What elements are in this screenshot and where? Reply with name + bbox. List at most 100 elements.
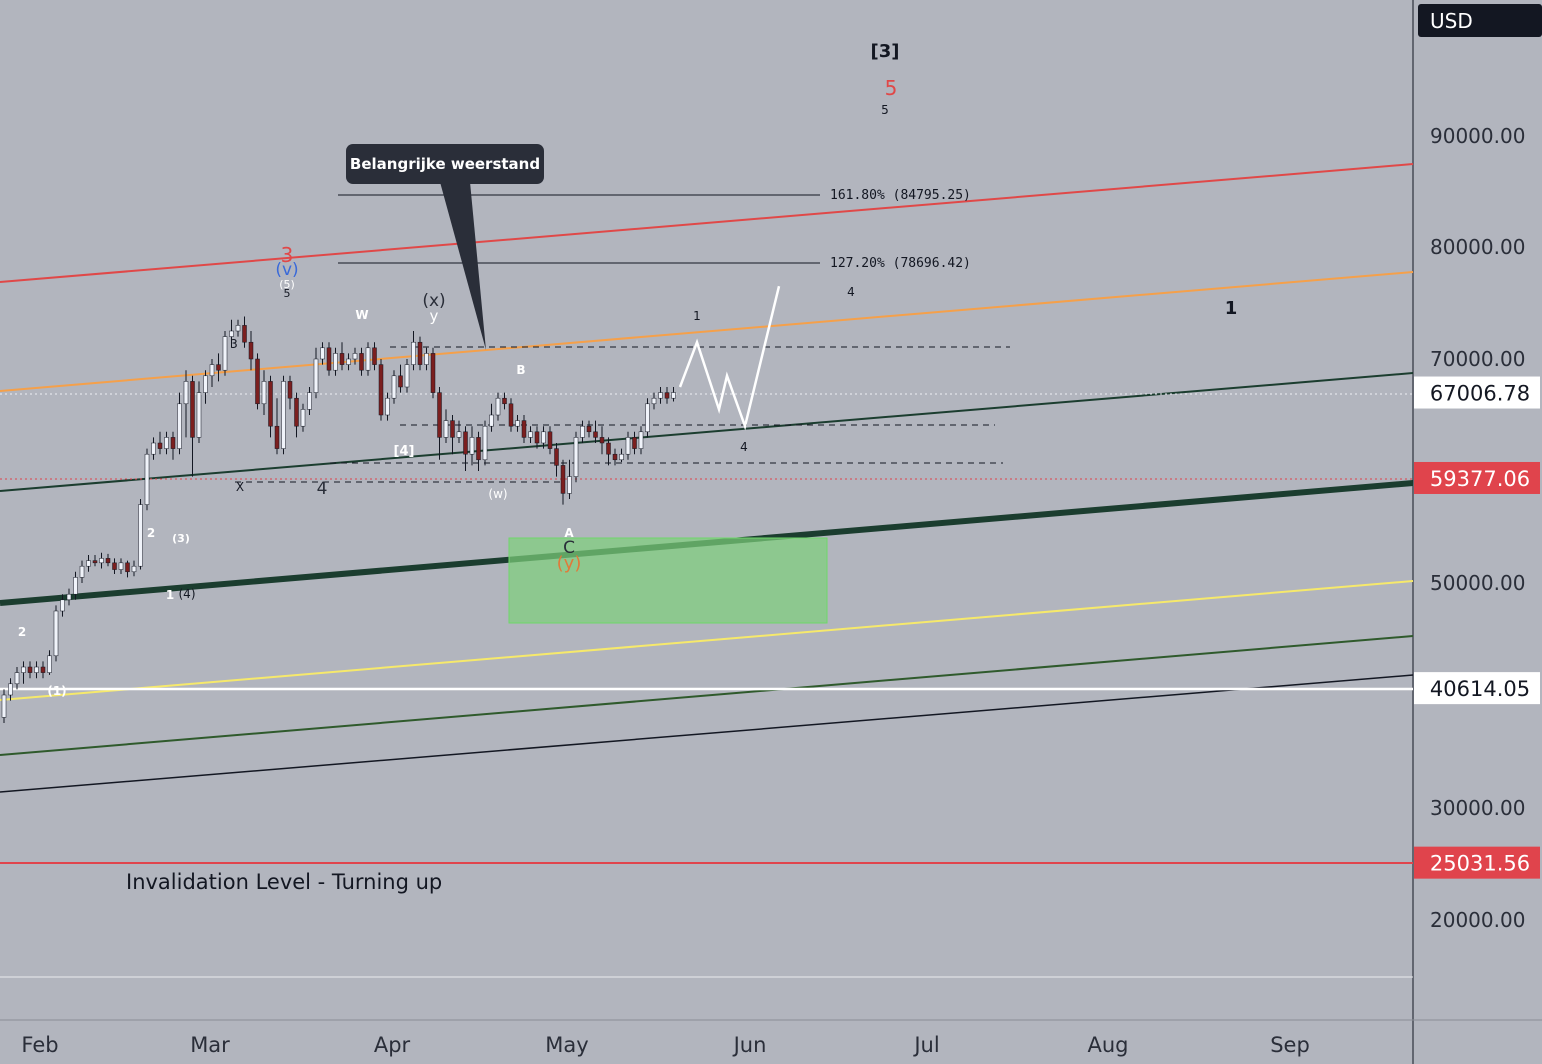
y-axis-ticks: 90000.00 80000.00 70000.00 50000.00 30000.00… <box>1430 124 1525 932</box>
price-badge[interactable] <box>1414 376 1540 409</box>
wave-label: 3 <box>230 337 238 351</box>
candle-body <box>105 558 111 564</box>
price-badge-label: 67006.78 <box>1430 382 1530 406</box>
candle-body <box>515 420 520 427</box>
price-badge-label: 40614.05 <box>1430 677 1530 701</box>
wave-label: W <box>355 308 368 322</box>
orange-channel-line <box>0 271 1414 392</box>
x-tick-label: Mar <box>190 1033 230 1057</box>
candle-body <box>287 381 293 399</box>
price-badge-label: 59377.06 <box>1430 467 1530 491</box>
y-tick-label: 30000.00 <box>1430 796 1525 820</box>
price-badge[interactable] <box>1414 846 1540 879</box>
candle-body <box>508 403 514 427</box>
candle-body <box>222 336 228 371</box>
candle-body <box>183 381 189 405</box>
price-badges: 67006.78 59377.06 40614.05 25031.56 <box>1414 376 1540 879</box>
candle-body <box>60 599 65 612</box>
callout-box[interactable] <box>346 144 544 184</box>
candle-body <box>21 666 26 673</box>
currency-badge[interactable] <box>1418 4 1542 37</box>
candle-body <box>333 353 338 371</box>
wave-label: (v) <box>275 260 298 280</box>
candle-body <box>404 364 410 388</box>
candle-body <box>151 442 156 455</box>
candle-body <box>170 437 176 449</box>
candle-body <box>177 403 182 449</box>
wave-label: 4 <box>317 479 328 499</box>
candle-body <box>47 655 52 673</box>
red-channel-line <box>0 163 1414 283</box>
candle-body <box>346 358 351 365</box>
wave-label: (3) <box>172 532 190 545</box>
candle-body <box>209 364 215 377</box>
x-tick-label: May <box>545 1033 588 1057</box>
candle-body <box>573 437 579 477</box>
candle-body <box>463 431 468 455</box>
wave-label: (x) <box>422 291 445 311</box>
candle-body <box>300 409 306 427</box>
wave-label: y <box>430 307 439 325</box>
candle-body <box>118 562 124 570</box>
wave-label: B <box>516 363 525 377</box>
wave-label: 3 <box>281 243 294 267</box>
candle-body <box>339 353 345 365</box>
x-axis-ticks: Feb Mar Apr May Jun Jul Aug Sep <box>21 1033 1309 1057</box>
candle-body <box>157 442 163 449</box>
candle-body <box>398 375 403 388</box>
candle-body <box>606 442 611 455</box>
candle-body <box>378 364 384 416</box>
candle-body <box>27 666 33 673</box>
callout-text: Belangrijke weerstand <box>349 155 541 173</box>
candle-body <box>645 403 650 433</box>
x-tick-label: Aug <box>1087 1033 1128 1057</box>
invalidation-label: Invalidation Level - Turning up <box>126 870 443 894</box>
candle-body <box>229 330 234 337</box>
candle-body <box>489 414 494 427</box>
yellow-channel-line <box>0 580 1414 701</box>
price-badge[interactable] <box>1414 672 1540 705</box>
candle-body <box>242 325 247 343</box>
x-tick-label: Jun <box>732 1033 767 1057</box>
candle-body <box>248 341 254 360</box>
candle-body <box>567 476 572 494</box>
wave-label: 1 <box>166 588 174 602</box>
candle-body <box>586 425 592 433</box>
candle-body <box>112 562 117 570</box>
price-badge-label: 25031.56 <box>1430 852 1530 876</box>
candle-body <box>294 397 299 427</box>
price-badge[interactable] <box>1414 461 1540 494</box>
wave-label: C <box>563 538 575 558</box>
wave-label: (1) <box>47 684 66 698</box>
candle-body <box>632 437 637 449</box>
x-tick-label: Feb <box>21 1033 58 1057</box>
candle-body <box>144 453 150 505</box>
fib-1272-label: 127.20% (78696.42) <box>830 256 971 271</box>
candle-body <box>417 341 423 365</box>
wave-label: 1 <box>693 309 701 323</box>
candle-body <box>313 358 319 393</box>
candle-body <box>307 392 312 410</box>
black-channel-line <box>0 674 1414 793</box>
candle-body <box>53 610 59 657</box>
candle-body <box>190 381 195 438</box>
wave-label: 4 <box>740 440 748 454</box>
wave-label: [4] <box>394 444 415 459</box>
y-tick-label: 80000.00 <box>1430 235 1525 259</box>
candle-body <box>359 353 364 371</box>
candle-body <box>560 465 566 494</box>
support-zone[interactable] <box>508 537 828 624</box>
wave-label: (y) <box>557 553 582 574</box>
candle-body <box>131 565 137 573</box>
candle-body <box>125 562 130 573</box>
candle-body <box>365 347 371 371</box>
candle-body <box>580 425 585 438</box>
wave-label: 4 <box>847 285 855 299</box>
wave-label: (4) <box>179 587 196 601</box>
candle-body <box>541 431 546 444</box>
callout-pointer <box>440 182 486 350</box>
candle-body <box>352 353 358 360</box>
candle-body <box>443 420 449 438</box>
